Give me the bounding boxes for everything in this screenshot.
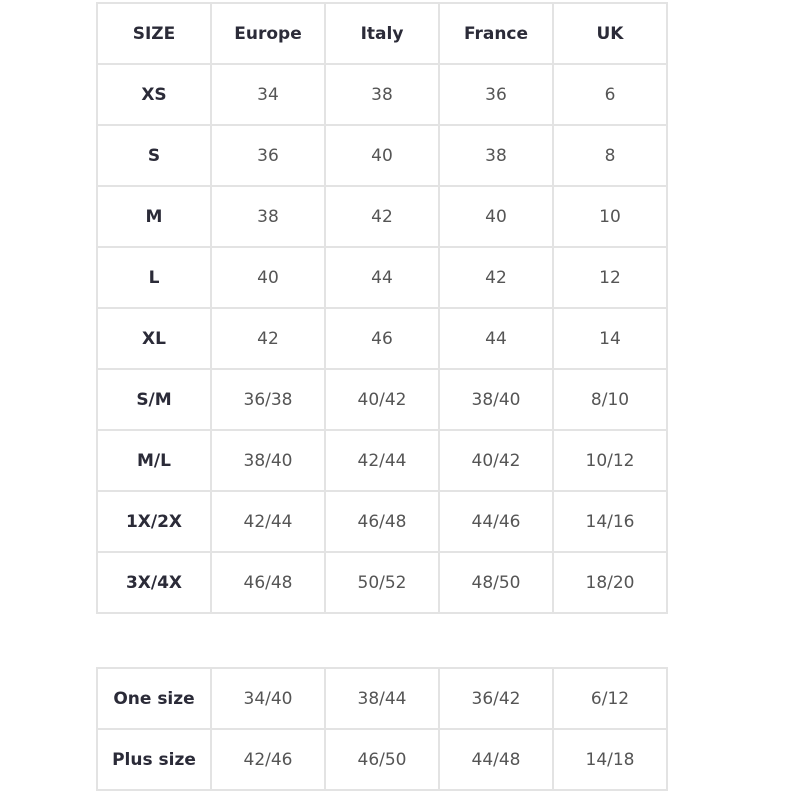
size-label-cell: M [96,185,212,248]
size-value-cell: 40 [210,246,326,309]
size-value-cell: 40/42 [438,429,554,492]
size-label-cell: One size [96,667,212,730]
size-label-cell: L [96,246,212,309]
column-header: Europe [210,2,326,65]
size-value-cell: 42/46 [210,728,326,791]
size-value-cell: 34/40 [210,667,326,730]
column-header: France [438,2,554,65]
size-value-cell: 10/12 [552,429,668,492]
size-value-cell: 38/44 [324,667,440,730]
size-value-cell: 14/16 [552,490,668,553]
size-value-cell: 42/44 [324,429,440,492]
size-value-cell: 44/48 [438,728,554,791]
size-label-cell: S [96,124,212,187]
size-value-cell: 50/52 [324,551,440,614]
size-value-cell: 44 [324,246,440,309]
size-value-cell: 42 [438,246,554,309]
size-value-cell: 38 [210,185,326,248]
size-label-cell: 3X/4X [96,551,212,614]
extra-size-table: One size 34/40 38/44 36/42 6/12 Plus size 42/4… [96,667,668,791]
size-value-cell: 6/12 [552,667,668,730]
size-value-cell: 40 [324,124,440,187]
size-chart-table: SIZE Europe Italy France UK XS 34 38 36 6 S 36 40 38 8… [96,2,668,614]
size-value-cell: 12 [552,246,668,309]
table-row: One size 34/40 38/44 36/42 6/12 [96,667,668,730]
size-value-cell: 34 [210,63,326,126]
size-value-cell: 38/40 [210,429,326,492]
size-value-cell: 42/44 [210,490,326,553]
size-value-cell: 8 [552,124,668,187]
table-row: XS 34 38 36 6 [96,63,668,126]
size-label-cell: S/M [96,368,212,431]
size-value-cell: 48/50 [438,551,554,614]
size-value-cell: 36 [438,63,554,126]
size-value-cell: 18/20 [552,551,668,614]
size-value-cell: 42 [210,307,326,370]
size-value-cell: 14 [552,307,668,370]
size-value-cell: 38 [438,124,554,187]
table-row: S/M 36/38 40/42 38/40 8/10 [96,368,668,431]
size-value-cell: 46/50 [324,728,440,791]
size-value-cell: 38 [324,63,440,126]
table-row: 3X/4X 46/48 50/52 48/50 18/20 [96,551,668,614]
size-label-cell: XL [96,307,212,370]
size-value-cell: 36/38 [210,368,326,431]
size-value-cell: 40/42 [324,368,440,431]
size-value-cell: 14/18 [552,728,668,791]
size-value-cell: 8/10 [552,368,668,431]
size-label-cell: 1X/2X [96,490,212,553]
size-value-cell: 46 [324,307,440,370]
table-row: M/L 38/40 42/44 40/42 10/12 [96,429,668,492]
table-row: M 38 42 40 10 [96,185,668,248]
table-row: S 36 40 38 8 [96,124,668,187]
table-row: 1X/2X 42/44 46/48 44/46 14/16 [96,490,668,553]
size-value-cell: 44/46 [438,490,554,553]
size-label-cell: Plus size [96,728,212,791]
table-row: Plus size 42/46 46/50 44/48 14/18 [96,728,668,791]
size-value-cell: 6 [552,63,668,126]
size-label-cell: XS [96,63,212,126]
size-value-cell: 40 [438,185,554,248]
size-value-cell: 10 [552,185,668,248]
column-header: Italy [324,2,440,65]
size-value-cell: 46/48 [210,551,326,614]
size-value-cell: 44 [438,307,554,370]
column-header: UK [552,2,668,65]
size-label-cell: M/L [96,429,212,492]
size-value-cell: 36 [210,124,326,187]
column-header: SIZE [96,2,212,65]
table-row: L 40 44 42 12 [96,246,668,309]
size-value-cell: 42 [324,185,440,248]
size-value-cell: 46/48 [324,490,440,553]
size-value-cell: 36/42 [438,667,554,730]
size-value-cell: 38/40 [438,368,554,431]
header-row: SIZE Europe Italy France UK [96,2,668,65]
table-row: XL 42 46 44 14 [96,307,668,370]
